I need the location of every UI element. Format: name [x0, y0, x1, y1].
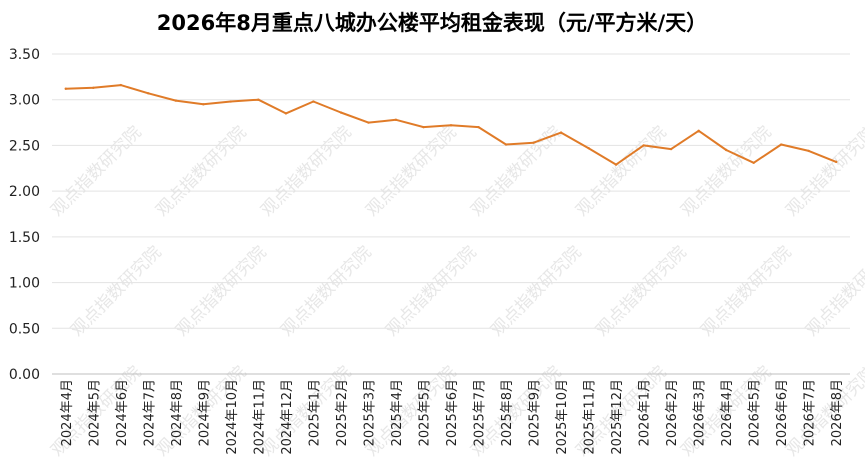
- x-tick-label: 2025年7月: [473, 379, 488, 446]
- x-tick-label: 2025年4月: [390, 379, 405, 446]
- data-point: [339, 111, 343, 114]
- data-point: [64, 87, 67, 90]
- x-tick-label: 2026年5月: [748, 379, 763, 446]
- x-tick-label: 2024年9月: [197, 379, 212, 446]
- series-layer: [64, 83, 838, 166]
- x-tick-label: 2024年7月: [142, 379, 157, 446]
- watermark-text: 观点指数研究院: [802, 242, 865, 340]
- watermark-text: 观点指数研究院: [382, 242, 480, 340]
- x-tick-label: 2025年11月: [583, 379, 598, 455]
- data-point: [752, 161, 755, 164]
- data-point: [394, 118, 398, 122]
- watermark-text: 观点指数研究院: [487, 242, 585, 340]
- data-point: [669, 147, 673, 151]
- x-tick-label: 2026年2月: [665, 379, 680, 446]
- x-tick-label: 2025年10月: [555, 379, 570, 455]
- watermark-text: 观点指数研究院: [257, 122, 355, 220]
- watermark-text: 观点指数研究院: [592, 242, 690, 340]
- x-tick-label: 2025年5月: [417, 379, 432, 446]
- data-point: [284, 112, 288, 115]
- data-point: [587, 146, 590, 150]
- x-tick-label: 2024年10月: [225, 379, 240, 455]
- x-tick-label: 2026年1月: [638, 379, 653, 446]
- data-point: [614, 163, 618, 166]
- y-tick-label: 2.50: [9, 138, 40, 154]
- x-tick-label: 2026年3月: [693, 379, 708, 446]
- x-tick-label: 2025年3月: [362, 379, 377, 446]
- y-tick-label: 0.00: [9, 367, 40, 383]
- watermark-text: 观点指数研究院: [152, 122, 250, 220]
- watermark-text: 观点指数研究院: [362, 122, 460, 220]
- data-point: [174, 99, 178, 102]
- watermark-text: 观点指数研究院: [782, 362, 865, 460]
- data-point: [202, 103, 205, 106]
- x-axis: 2024年4月 2024年5月 2024年6月 2024年7月 2024年8月 2024年…: [60, 379, 845, 455]
- x-tick-label: 2026年6月: [775, 379, 790, 446]
- y-tick-label: 3.00: [9, 93, 40, 109]
- data-point: [697, 129, 700, 132]
- data-point: [559, 131, 563, 134]
- data-point: [724, 148, 728, 152]
- data-point: [449, 124, 453, 127]
- y-tick-label: 3.50: [9, 47, 40, 63]
- data-point: [835, 160, 838, 164]
- x-tick-label: 2026年4月: [720, 379, 735, 446]
- data-point: [92, 86, 95, 90]
- x-tick-label: 2024年12月: [280, 379, 295, 455]
- y-tick-label: 2.00: [9, 184, 40, 200]
- data-point: [422, 125, 425, 129]
- data-point: [807, 149, 810, 153]
- data-point: [119, 83, 122, 87]
- x-tick-label: 2026年7月: [803, 379, 818, 446]
- data-point: [642, 144, 645, 147]
- y-tick-label: 0.50: [9, 321, 40, 337]
- y-axis: 0.00 0.50 1.00 1.50 2.00 2.50 3.00 3.50: [9, 47, 40, 383]
- x-tick-label: 2024年8月: [170, 379, 185, 446]
- x-tick-label: 2025年6月: [445, 379, 460, 446]
- data-point: [367, 121, 370, 124]
- chart-title: 2026年8月重点八城办公楼平均租金表现（元/平方米/天）: [157, 11, 707, 35]
- x-tick-label: 2025年12月: [610, 379, 625, 455]
- x-tick-label: 2025年1月: [307, 379, 322, 446]
- y-tick-label: 1.00: [9, 276, 40, 292]
- data-point: [532, 141, 535, 144]
- watermark-text: 观点指数研究院: [277, 242, 375, 340]
- x-tick-label: 2024年6月: [115, 379, 130, 446]
- x-tick-label: 2025年8月: [500, 379, 515, 446]
- x-tick-label: 2024年5月: [87, 379, 102, 446]
- watermark-text: 观点指数研究院: [677, 122, 775, 220]
- data-point: [312, 100, 315, 103]
- data-point: [257, 98, 260, 101]
- watermark-text: 观点指数研究院: [782, 122, 865, 220]
- watermark-text: 观点指数研究院: [172, 242, 270, 340]
- data-point: [229, 100, 233, 103]
- x-tick-label: 2024年11月: [252, 379, 267, 455]
- data-point: [780, 143, 783, 146]
- gridlines: [52, 53, 850, 375]
- data-point: [147, 92, 150, 95]
- x-tick-label: 2024年4月: [60, 379, 75, 446]
- data-point: [477, 125, 480, 129]
- watermark-text: 观点指数研究院: [697, 242, 795, 340]
- x-tick-label: 2025年9月: [528, 379, 543, 446]
- watermark-text: 观点指数研究院: [47, 122, 145, 220]
- y-tick-label: 1.50: [9, 230, 40, 246]
- x-tick-label: 2026年8月: [830, 379, 845, 446]
- watermark-text: 观点指数研究院: [67, 242, 165, 340]
- x-tick-label: 2025年2月: [335, 379, 350, 446]
- watermark-text: 观点指数研究院: [572, 122, 670, 220]
- data-point: [504, 143, 508, 146]
